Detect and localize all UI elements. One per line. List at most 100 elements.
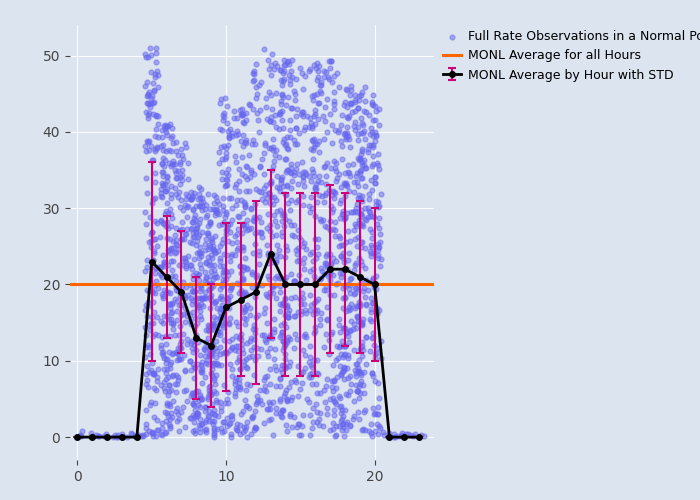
Full Rate Observations in a Normal Point	[200, 274, 211, 281]
Full Rate Observations in a Normal Point	[148, 86, 160, 94]
Full Rate Observations in a Normal Point	[216, 96, 227, 104]
Full Rate Observations in a Normal Point	[338, 324, 349, 332]
Full Rate Observations in a Normal Point	[309, 235, 320, 243]
Full Rate Observations in a Normal Point	[284, 71, 295, 79]
Full Rate Observations in a Normal Point	[366, 98, 377, 106]
Full Rate Observations in a Normal Point	[224, 320, 235, 328]
Full Rate Observations in a Normal Point	[281, 302, 293, 310]
Full Rate Observations in a Normal Point	[150, 236, 161, 244]
Full Rate Observations in a Normal Point	[321, 263, 332, 271]
Full Rate Observations in a Normal Point	[204, 280, 216, 287]
Full Rate Observations in a Normal Point	[309, 306, 320, 314]
Full Rate Observations in a Normal Point	[175, 174, 186, 182]
Full Rate Observations in a Normal Point	[191, 300, 202, 308]
Full Rate Observations in a Normal Point	[234, 213, 245, 221]
Full Rate Observations in a Normal Point	[249, 424, 260, 432]
Full Rate Observations in a Normal Point	[354, 302, 365, 310]
Full Rate Observations in a Normal Point	[247, 414, 258, 422]
Full Rate Observations in a Normal Point	[182, 308, 193, 316]
Full Rate Observations in a Normal Point	[237, 154, 248, 162]
Full Rate Observations in a Normal Point	[270, 294, 281, 302]
Full Rate Observations in a Normal Point	[250, 214, 261, 222]
Full Rate Observations in a Normal Point	[214, 210, 225, 218]
Full Rate Observations in a Normal Point	[158, 262, 169, 270]
Full Rate Observations in a Normal Point	[193, 254, 204, 262]
Full Rate Observations in a Normal Point	[344, 387, 356, 395]
Full Rate Observations in a Normal Point	[365, 250, 377, 258]
Full Rate Observations in a Normal Point	[356, 368, 367, 376]
Full Rate Observations in a Normal Point	[278, 135, 289, 143]
Full Rate Observations in a Normal Point	[220, 348, 232, 356]
Full Rate Observations in a Normal Point	[202, 245, 214, 253]
Full Rate Observations in a Normal Point	[312, 76, 323, 84]
Full Rate Observations in a Normal Point	[298, 176, 309, 184]
Full Rate Observations in a Normal Point	[289, 344, 300, 351]
Full Rate Observations in a Normal Point	[141, 286, 153, 294]
Full Rate Observations in a Normal Point	[262, 372, 273, 380]
Full Rate Observations in a Normal Point	[164, 235, 176, 243]
Full Rate Observations in a Normal Point	[303, 374, 314, 382]
Full Rate Observations in a Normal Point	[144, 320, 155, 328]
Full Rate Observations in a Normal Point	[351, 387, 363, 395]
Full Rate Observations in a Normal Point	[256, 233, 267, 241]
Full Rate Observations in a Normal Point	[257, 154, 268, 162]
Full Rate Observations in a Normal Point	[360, 302, 372, 310]
Full Rate Observations in a Normal Point	[239, 172, 251, 179]
Full Rate Observations in a Normal Point	[157, 348, 168, 356]
Full Rate Observations in a Normal Point	[135, 432, 146, 440]
Full Rate Observations in a Normal Point	[186, 195, 197, 203]
Full Rate Observations in a Normal Point	[157, 351, 168, 359]
Full Rate Observations in a Normal Point	[395, 432, 407, 440]
Full Rate Observations in a Normal Point	[232, 426, 243, 434]
Full Rate Observations in a Normal Point	[374, 238, 386, 246]
Full Rate Observations in a Normal Point	[375, 254, 386, 262]
Full Rate Observations in a Normal Point	[329, 232, 340, 240]
Full Rate Observations in a Normal Point	[307, 368, 318, 376]
Full Rate Observations in a Normal Point	[226, 344, 237, 351]
Full Rate Observations in a Normal Point	[358, 106, 370, 114]
Full Rate Observations in a Normal Point	[374, 230, 386, 237]
Full Rate Observations in a Normal Point	[340, 426, 351, 434]
Full Rate Observations in a Normal Point	[193, 233, 204, 241]
Full Rate Observations in a Normal Point	[207, 274, 218, 282]
Full Rate Observations in a Normal Point	[164, 424, 175, 432]
Full Rate Observations in a Normal Point	[271, 382, 282, 390]
Full Rate Observations in a Normal Point	[309, 299, 320, 307]
Full Rate Observations in a Normal Point	[264, 331, 275, 339]
Full Rate Observations in a Normal Point	[221, 348, 232, 356]
Full Rate Observations in a Normal Point	[191, 386, 202, 394]
Full Rate Observations in a Normal Point	[309, 172, 320, 179]
Full Rate Observations in a Normal Point	[241, 162, 253, 170]
Full Rate Observations in a Normal Point	[146, 286, 158, 294]
Full Rate Observations in a Normal Point	[289, 376, 300, 384]
Full Rate Observations in a Normal Point	[349, 188, 360, 196]
Full Rate Observations in a Normal Point	[187, 234, 198, 241]
Full Rate Observations in a Normal Point	[160, 124, 171, 132]
Full Rate Observations in a Normal Point	[275, 274, 286, 282]
Full Rate Observations in a Normal Point	[305, 193, 316, 201]
Full Rate Observations in a Normal Point	[342, 208, 353, 216]
Full Rate Observations in a Normal Point	[343, 132, 354, 140]
Full Rate Observations in a Normal Point	[272, 272, 283, 280]
Full Rate Observations in a Normal Point	[180, 139, 191, 147]
Full Rate Observations in a Normal Point	[337, 284, 348, 292]
Full Rate Observations in a Normal Point	[368, 282, 379, 290]
Full Rate Observations in a Normal Point	[237, 291, 248, 299]
Full Rate Observations in a Normal Point	[141, 220, 152, 228]
Full Rate Observations in a Normal Point	[240, 423, 251, 431]
Full Rate Observations in a Normal Point	[276, 368, 288, 376]
Full Rate Observations in a Normal Point	[172, 241, 183, 249]
Full Rate Observations in a Normal Point	[341, 84, 352, 92]
Full Rate Observations in a Normal Point	[330, 280, 342, 288]
Full Rate Observations in a Normal Point	[252, 228, 263, 236]
Full Rate Observations in a Normal Point	[279, 222, 290, 230]
Full Rate Observations in a Normal Point	[224, 360, 235, 368]
Full Rate Observations in a Normal Point	[195, 284, 206, 292]
Full Rate Observations in a Normal Point	[304, 306, 316, 314]
Full Rate Observations in a Normal Point	[223, 294, 234, 302]
Full Rate Observations in a Normal Point	[141, 331, 152, 339]
Full Rate Observations in a Normal Point	[197, 358, 208, 366]
Full Rate Observations in a Normal Point	[155, 142, 167, 150]
Full Rate Observations in a Normal Point	[349, 98, 360, 106]
Full Rate Observations in a Normal Point	[195, 315, 206, 323]
